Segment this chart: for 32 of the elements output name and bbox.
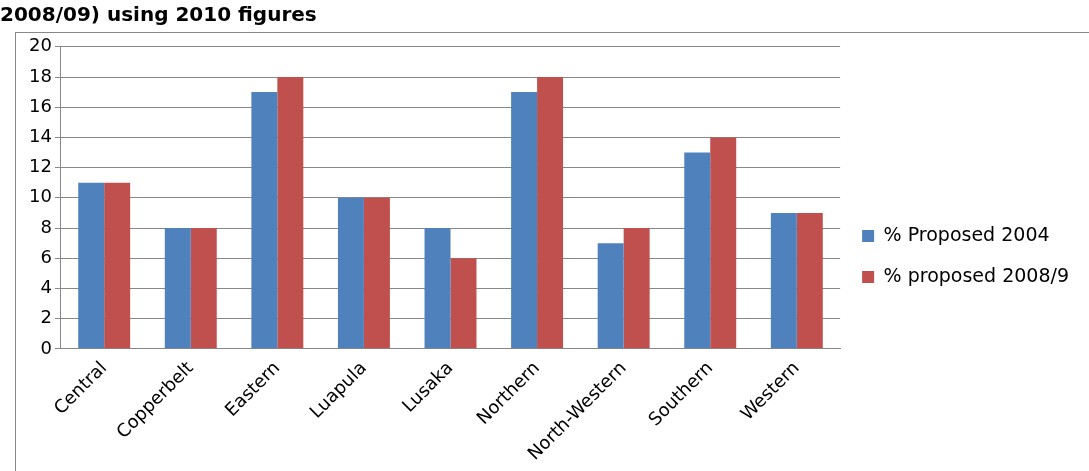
y-tick-label: 20 [29,34,52,56]
y-tick-label: 0 [40,336,52,358]
bar [78,182,105,349]
bar [164,228,191,349]
bar [684,152,711,349]
bar [537,77,564,349]
bar [190,228,217,349]
y-tick-label: 16 [29,94,52,116]
bar [450,258,477,349]
bar [623,228,650,349]
y-tick-label: 8 [40,215,52,237]
legend-label: % Proposed 2004 [883,222,1050,245]
y-tick-label: 18 [29,64,52,86]
chart-title: 2008/09) using 2010 figures [0,1,317,28]
bar [104,182,131,349]
bar [511,92,538,349]
bar [363,197,390,349]
y-tick-label: 14 [29,125,52,147]
bar [710,137,737,349]
y-tick-label: 4 [40,276,52,298]
bar [337,197,364,349]
bar [251,92,278,349]
y-tick-label: 6 [40,245,52,267]
y-tick-label: 2 [40,306,52,328]
bar [796,212,823,349]
legend-label: % proposed 2008/9 [883,263,1069,286]
y-tick-label: 10 [29,185,52,207]
bar [770,212,797,349]
bar [424,228,451,349]
bar [597,243,624,349]
y-tick-label: 12 [29,155,52,177]
bar [277,77,304,349]
